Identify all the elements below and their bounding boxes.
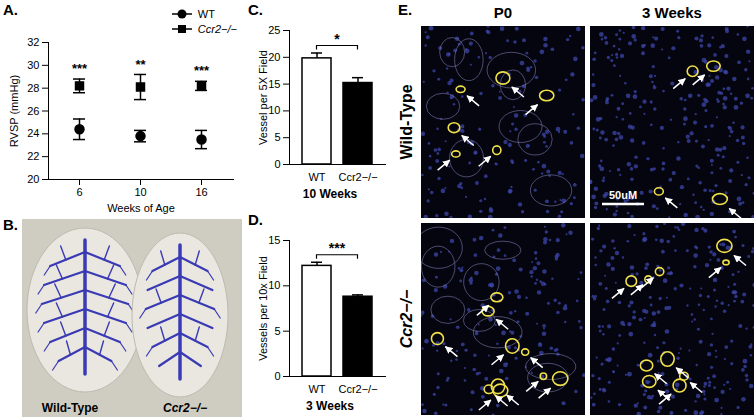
svg-text:*: * <box>334 31 340 47</box>
svg-text:24: 24 <box>27 127 39 139</box>
svg-text:Wild-Type: Wild-Type <box>42 401 99 415</box>
svg-text:Ccr2−/−: Ccr2−/− <box>338 383 377 395</box>
svg-text:0: 0 <box>274 158 280 170</box>
svg-text:10: 10 <box>268 104 280 116</box>
svg-text:28: 28 <box>27 82 39 94</box>
svg-text:RVSP (mmHg): RVSP (mmHg) <box>8 75 20 147</box>
svg-text:3 Weeks: 3 Weeks <box>642 4 702 21</box>
svg-text:Ccr2−/−: Ccr2−/− <box>338 171 377 183</box>
svg-text:***: *** <box>72 61 88 76</box>
html-text:C.: C. <box>248 1 263 18</box>
svg-text:30: 30 <box>27 59 39 71</box>
svg-text:50uM: 50uM <box>609 189 637 201</box>
svg-text:15: 15 <box>268 78 280 90</box>
html-text:E.: E. <box>398 1 413 18</box>
html-text:Ccr2−/−: Ccr2−/− <box>197 22 237 35</box>
svg-text:Vessel per 5X Field: Vessel per 5X Field <box>257 50 269 145</box>
svg-text:0: 0 <box>274 370 280 382</box>
svg-text:5: 5 <box>274 325 280 337</box>
svg-text:WT: WT <box>308 171 325 183</box>
svg-text:5: 5 <box>274 131 280 143</box>
svg-text:Wild-Type: Wild-Type <box>398 84 415 159</box>
svg-text:20: 20 <box>268 51 280 63</box>
html-text:B.: B. <box>3 216 18 233</box>
html-text:WT: WT <box>197 7 215 20</box>
svg-text:6: 6 <box>76 186 82 198</box>
svg-text:***: *** <box>329 240 346 256</box>
html-text:A.: A. <box>3 1 18 18</box>
svg-text:16: 16 <box>195 186 207 198</box>
svg-text:**: ** <box>135 57 146 72</box>
html-text:3 Weeks: 3 Weeks <box>306 399 354 413</box>
html-text:D.: D. <box>248 211 263 228</box>
svg-text:10: 10 <box>268 279 280 291</box>
svg-text:32: 32 <box>27 36 39 48</box>
svg-text:15: 15 <box>268 234 280 246</box>
html-text:10 Weeks: 10 Weeks <box>302 187 358 201</box>
svg-text:Vessels per 10x Field: Vessels per 10x Field <box>257 256 269 361</box>
svg-text:WT: WT <box>308 383 325 395</box>
svg-text:26: 26 <box>27 105 39 117</box>
svg-text:Weeks of Age: Weeks of Age <box>107 202 175 214</box>
svg-text:***: *** <box>194 63 210 78</box>
svg-text:Ccr2−/−: Ccr2−/− <box>163 401 207 415</box>
svg-text:P0: P0 <box>494 4 512 21</box>
svg-text:20: 20 <box>27 173 39 185</box>
svg-text:25: 25 <box>268 24 280 36</box>
svg-text:Ccr2−/−: Ccr2−/− <box>398 290 415 349</box>
svg-text:22: 22 <box>27 150 39 162</box>
svg-text:10: 10 <box>134 186 146 198</box>
